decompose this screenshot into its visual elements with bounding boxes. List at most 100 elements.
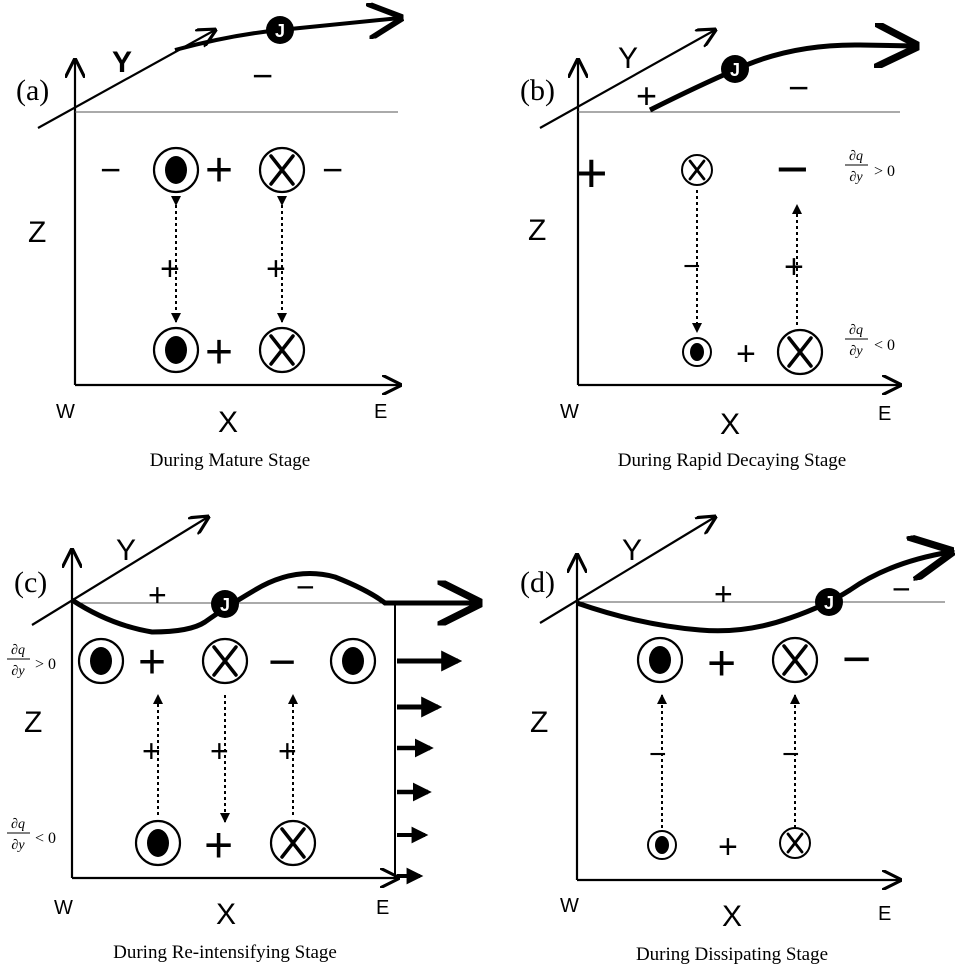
east-label: E: [878, 903, 891, 925]
svg-text:∂y: ∂y: [849, 170, 863, 185]
into-page-circulation-icon: [776, 328, 824, 376]
sign-link-2: +: [266, 250, 286, 288]
out-of-page-circulation-icon: [77, 637, 125, 685]
x-axis-label: X: [218, 406, 238, 439]
sign-bottom: +: [204, 817, 233, 873]
panel-label: (d): [520, 566, 555, 599]
sign-bottom: +: [736, 335, 756, 373]
y-axis-label: Y: [116, 534, 136, 567]
sign-right: −: [322, 149, 343, 190]
out-of-page-circulation-icon: [647, 830, 677, 860]
sign-link-1: +: [160, 250, 180, 288]
svg-text:> 0: > 0: [35, 656, 56, 673]
sign-mid-1: +: [138, 636, 166, 689]
out-of-page-circulation-icon: [682, 337, 712, 367]
jet-marker: J: [721, 55, 749, 83]
svg-text:∂q: ∂q: [11, 817, 25, 832]
west-label: W: [560, 401, 579, 423]
svg-text:∂y: ∂y: [11, 838, 25, 853]
jet-stream-line: [576, 552, 950, 634]
y-axis-label: Y: [618, 42, 638, 75]
y-axis: [539, 517, 715, 624]
sign-link-1: −: [649, 738, 667, 771]
sign-left: −: [100, 149, 121, 190]
svg-text:∂y: ∂y: [849, 344, 863, 359]
sign-bottom: +: [205, 326, 233, 379]
svg-text:< 0: < 0: [874, 337, 895, 354]
sign-link-3: +: [278, 733, 297, 769]
sign-mid-2: −: [268, 636, 296, 689]
east-label: E: [878, 403, 891, 425]
into-page-circulation-icon: [680, 153, 714, 187]
sign-bottom: +: [718, 828, 738, 866]
west-label: W: [560, 895, 579, 917]
sign-link-2: −: [782, 738, 800, 771]
equation-upper: ∂q ∂y > 0: [845, 149, 895, 185]
out-of-page-circulation-icon: [134, 819, 182, 867]
out-of-page-circulation-icon: [329, 637, 377, 685]
panel-label: (a): [16, 74, 49, 107]
equation-lower: ∂q ∂y < 0: [7, 817, 56, 853]
into-page-circulation-icon: [258, 326, 306, 374]
out-of-page-circulation-icon: [152, 146, 200, 194]
sign-jet-right: −: [788, 67, 809, 108]
z-axis-label: Z: [528, 214, 546, 247]
z-axis-label: Z: [530, 706, 548, 739]
y-axis-label: Y: [112, 46, 132, 79]
west-label: W: [54, 897, 73, 919]
svg-text:< 0: < 0: [35, 830, 56, 847]
sign-link-1: −: [683, 250, 701, 283]
sign-upper-right: −: [776, 137, 809, 200]
east-label: E: [376, 897, 389, 919]
sign-link-1: +: [142, 733, 161, 769]
y-axis-label: Y: [622, 534, 642, 567]
into-page-circulation-icon: [201, 637, 249, 685]
into-page-circulation-icon: [269, 819, 317, 867]
svg-text:∂y: ∂y: [11, 664, 25, 679]
panel-c: J (c) Y Z X W E + − + − + + + + ∂q: [7, 517, 478, 963]
jet-marker: J: [211, 590, 239, 618]
panel-b: J (b) Y Z X W E + − + − − + + ∂q ∂y > 0 …: [520, 30, 915, 471]
svg-text:∂q: ∂q: [11, 643, 25, 658]
panel-d: J (d) Y Z X W E + − + − − − + During Dis…: [520, 517, 950, 965]
svg-text:J: J: [730, 60, 740, 80]
out-of-page-circulation-icon: [152, 326, 200, 374]
east-label: E: [374, 401, 387, 423]
sign-upper-left: +: [575, 141, 608, 204]
svg-text:∂q: ∂q: [849, 149, 863, 164]
x-axis-label: X: [216, 898, 236, 931]
y-axis: [31, 517, 208, 626]
x-axis-label: X: [722, 900, 742, 933]
svg-text:J: J: [275, 21, 285, 41]
sign-top-right: −: [296, 569, 315, 605]
equation-upper: ∂q ∂y > 0: [7, 643, 56, 679]
x-axis-label: X: [720, 408, 740, 441]
equation-lower: ∂q ∂y < 0: [845, 323, 895, 359]
sign-right: −: [842, 631, 871, 687]
y-axis: [539, 30, 715, 129]
jet-stream-line: [648, 45, 915, 113]
sign-link-2: +: [210, 733, 229, 769]
panel-a: J (a) Y Z X W E − − + − + + + During Mat…: [16, 16, 400, 471]
svg-text:> 0: > 0: [874, 163, 895, 180]
sign-top-left: +: [714, 576, 733, 612]
jet-marker: J: [815, 588, 843, 616]
sign-link-2: +: [784, 248, 804, 286]
svg-text:J: J: [220, 595, 230, 615]
panel-label: (b): [520, 74, 555, 107]
z-axis-label: Z: [24, 706, 42, 739]
panel-label: (c): [14, 566, 47, 599]
jet-marker: J: [266, 16, 294, 44]
into-page-circulation-icon: [771, 636, 819, 684]
sign-top-left: +: [148, 577, 167, 613]
caption: During Re-intensifying Stage: [113, 942, 337, 963]
sign-jet-left: +: [636, 75, 657, 116]
caption: During Mature Stage: [150, 450, 310, 471]
sign-top: −: [252, 55, 273, 96]
sign-mid: +: [707, 635, 736, 691]
west-label: W: [56, 401, 75, 423]
svg-text:J: J: [824, 593, 834, 613]
caption: During Rapid Decaying Stage: [618, 450, 846, 471]
caption: During Dissipating Stage: [636, 944, 828, 965]
